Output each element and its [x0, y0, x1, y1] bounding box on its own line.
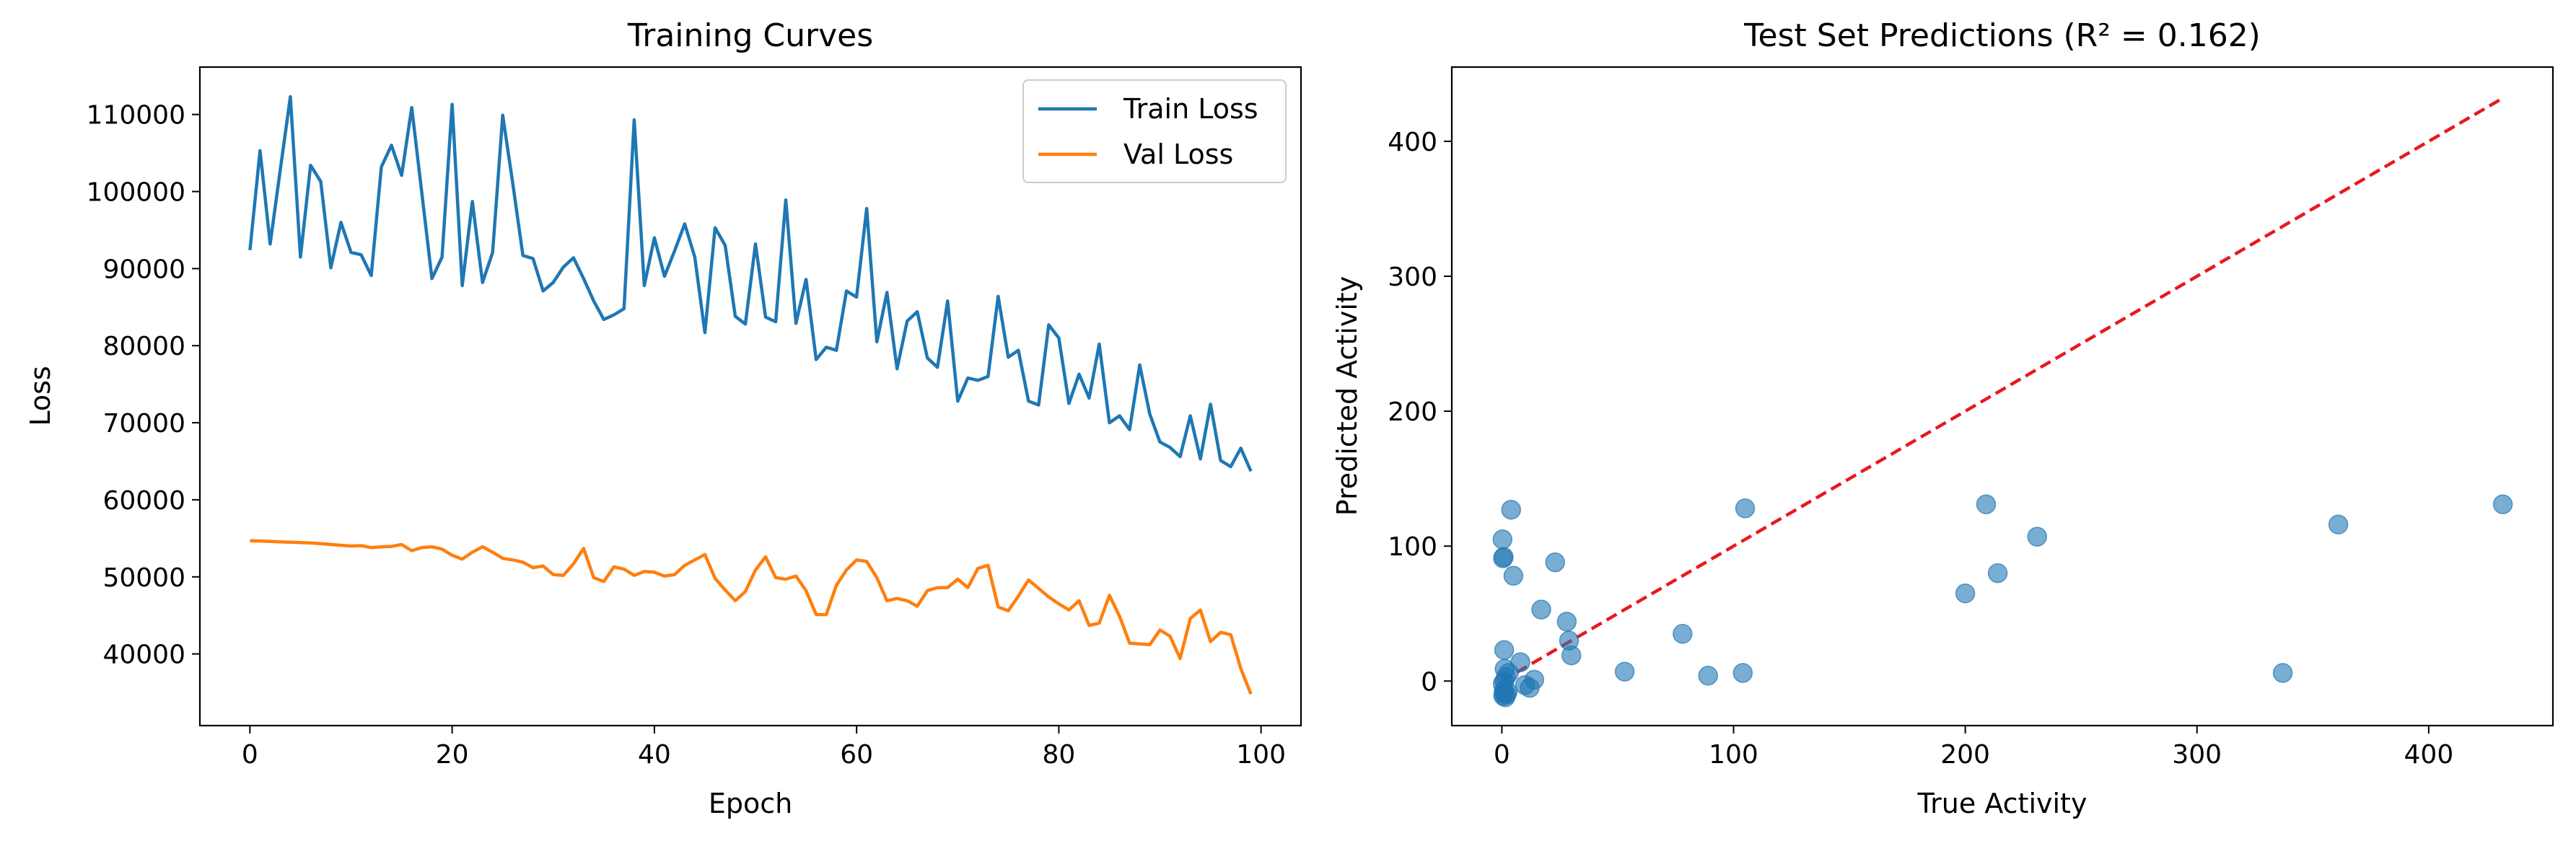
- y-tick-label: 110000: [87, 101, 185, 131]
- x-axis-ticks: 0 100 200 300 400: [1494, 726, 2453, 770]
- perfect-prediction-line: [1501, 97, 2504, 683]
- scatter-point: [2272, 663, 2293, 683]
- x-tick-label: 60: [840, 740, 873, 770]
- test-predictions-panel: Test Set Predictions (R² = 0.162) 0 100 20…: [1331, 17, 2554, 819]
- scatter-point: [1698, 666, 1718, 686]
- x-tick-label: 40: [638, 740, 671, 770]
- legend-box: [1022, 79, 1287, 183]
- y-tick-label: 80000: [102, 332, 185, 361]
- chart-title: Training Curves: [627, 17, 873, 54]
- legend-label-val: Val Loss: [1123, 138, 1233, 170]
- x-tick-label: 0: [1494, 740, 1510, 770]
- y-tick-label: 400: [1388, 128, 1437, 157]
- y-tick-label: 60000: [102, 486, 185, 516]
- y-axis-label: Predicted Activity: [1331, 276, 1363, 516]
- y-tick-label: 100000: [87, 178, 185, 208]
- scatter-point: [1545, 552, 1565, 573]
- x-tick-label: 400: [2404, 740, 2454, 770]
- scatter-points-group: [1492, 494, 2513, 708]
- y-tick-label: 200: [1388, 397, 1437, 427]
- plot-area-frame: [198, 66, 1302, 727]
- x-tick-label: 300: [2172, 740, 2222, 770]
- x-tick-label: 20: [436, 740, 469, 770]
- scatter-point: [2492, 494, 2513, 514]
- plot-area-frame: [1450, 66, 2554, 727]
- y-axis-label: Loss: [25, 366, 56, 426]
- scatter-point: [1501, 499, 1521, 520]
- x-tick-label: 0: [242, 740, 258, 770]
- x-axis-label: True Activity: [1917, 788, 2087, 819]
- scatter-point: [1510, 652, 1530, 672]
- chart-title: Test Set Predictions (R² = 0.162): [1743, 17, 2261, 54]
- scatter-point: [1561, 645, 1582, 666]
- legend: Train Loss Val Loss: [1022, 79, 1287, 183]
- x-axis-label: Epoch: [709, 788, 792, 819]
- y-tick-label: 40000: [102, 640, 185, 670]
- scatter-point: [1673, 624, 1693, 644]
- scatter-point: [1492, 529, 1513, 550]
- scatter-point: [1614, 661, 1635, 682]
- y-tick-label: 0: [1421, 667, 1437, 697]
- reference-line-group: [1501, 97, 2504, 683]
- scatter-point: [1732, 663, 1753, 683]
- y-tick-label: 100: [1388, 532, 1437, 562]
- scatter-point: [1524, 669, 1545, 690]
- scatter-point: [1735, 498, 1756, 519]
- scatter-point: [1987, 563, 2008, 584]
- val-loss-line: [250, 539, 1253, 695]
- y-axis-ticks: 0 100 200 300 400: [1388, 128, 1452, 697]
- scatter-point: [1503, 565, 1524, 586]
- scatter-point: [2027, 527, 2047, 547]
- y-tick-label: 90000: [102, 255, 185, 284]
- x-axis-ticks: 0 20 40 60 80 100: [242, 726, 1286, 770]
- scatter-point: [1531, 599, 1551, 620]
- scatter-point: [2328, 514, 2349, 534]
- y-tick-label: 300: [1388, 263, 1437, 292]
- y-axis-ticks: 40000 50000 60000 70000 80000 90000 100000 1100…: [87, 101, 200, 670]
- y-tick-label: 70000: [102, 409, 185, 439]
- training-curves-panel: Training Curves 0 20 40 60 80 100 40000 50000 6…: [25, 17, 1302, 819]
- scatter-point: [1955, 583, 1976, 604]
- train-loss-line: [248, 94, 1253, 472]
- scatter-point: [1976, 494, 1997, 514]
- line-series-group: [248, 94, 1253, 695]
- x-tick-label: 200: [1940, 740, 1990, 770]
- x-tick-label: 100: [1236, 740, 1286, 770]
- scatter-point: [1556, 612, 1577, 632]
- legend-label-train: Train Loss: [1123, 93, 1258, 125]
- x-tick-label: 80: [1042, 740, 1075, 770]
- scatter-point: [1494, 640, 1515, 660]
- scatter-point: [1493, 683, 1514, 703]
- y-tick-label: 50000: [102, 563, 185, 593]
- scatter-point: [1494, 547, 1514, 567]
- x-tick-label: 100: [1709, 740, 1758, 770]
